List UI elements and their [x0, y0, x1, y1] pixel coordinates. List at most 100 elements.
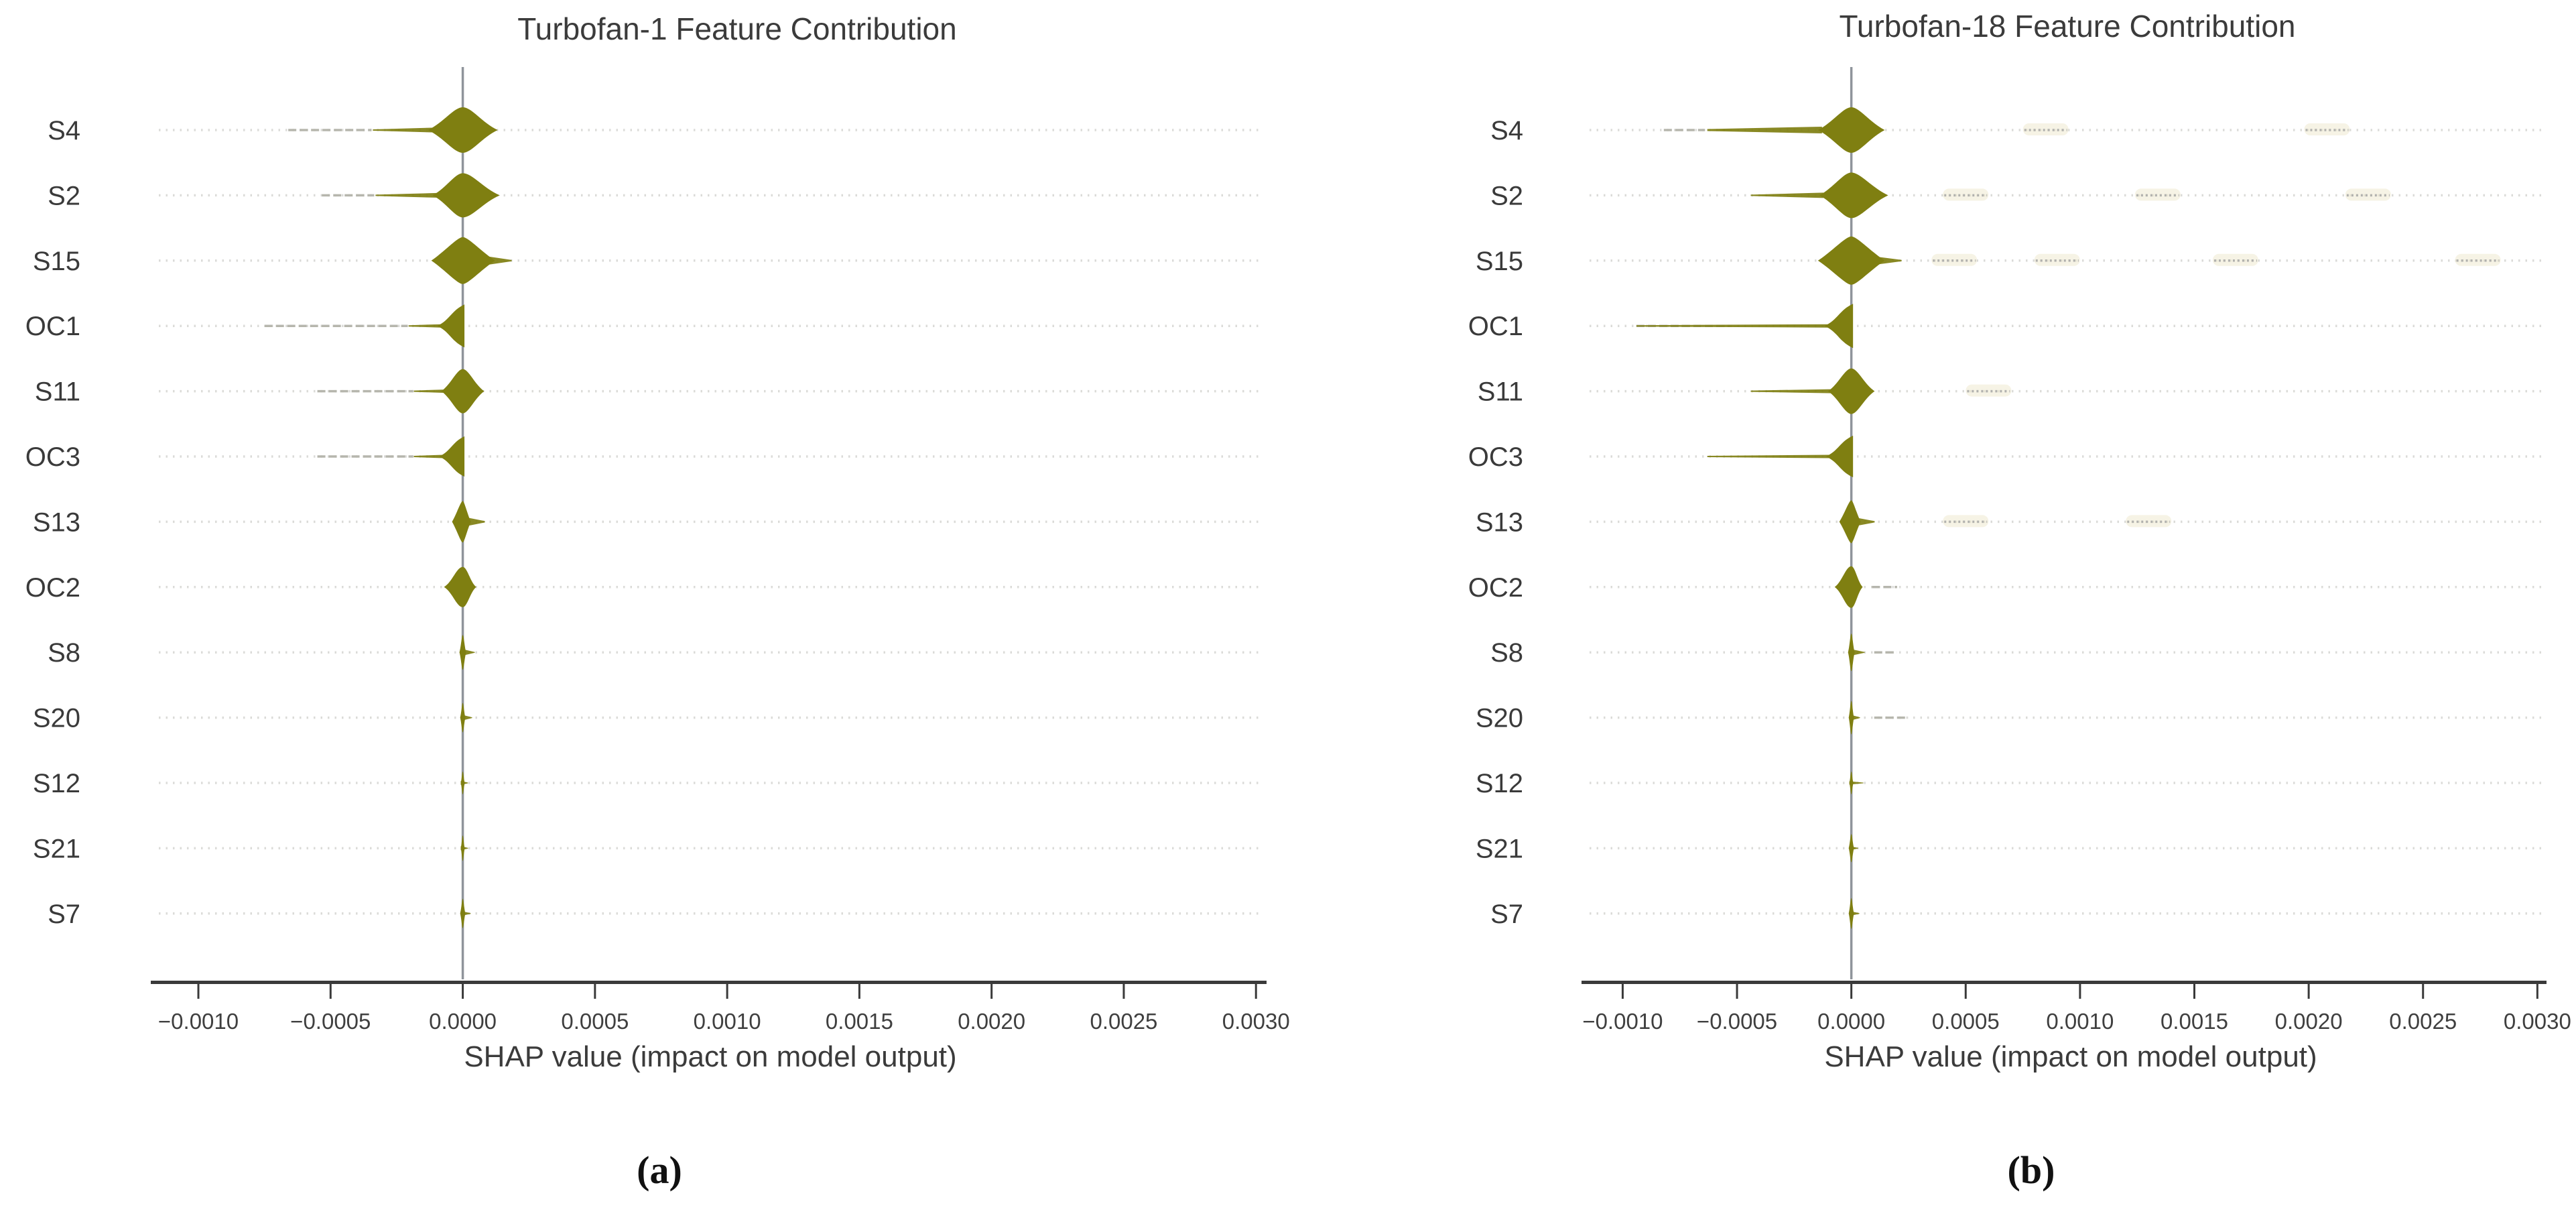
y-tick-label-OC3: OC3 [25, 442, 80, 472]
chart-b-row-OC1: OC1 [1468, 304, 2541, 349]
violin-body-S8 [459, 635, 466, 670]
violin-left-tail [408, 324, 442, 328]
violin-body-S15 [1817, 236, 1885, 285]
violin-body-S12 [1849, 772, 1854, 794]
chart-a-row-OC2: OC2 [25, 566, 1261, 607]
violin-body-S7 [1848, 898, 1854, 929]
violin-body-S11 [1827, 368, 1875, 414]
violin-left-tail [1750, 192, 1823, 198]
y-tick-label-S21: S21 [33, 834, 80, 863]
x-tick-label: 0.0030 [2504, 1009, 2571, 1034]
scatter-cluster-halo [1943, 188, 1989, 201]
y-tick-label-S2: S2 [1490, 181, 1523, 210]
scatter-cluster-halo [1966, 384, 2012, 397]
chart-a-x-axis-label: SHAP value (impact on model output) [464, 1040, 957, 1073]
violin-body-S15 [431, 237, 495, 284]
violin-body-S8 [1848, 633, 1855, 672]
x-tick-label: 0.0020 [958, 1009, 1025, 1034]
y-tick-label-OC1: OC1 [25, 312, 80, 341]
chart-a-row-S4: S4 [48, 107, 1261, 153]
chart-a-row-S13: S13 [33, 501, 1261, 543]
violin-body-OC3 [439, 436, 465, 477]
x-tick-label: 0.0015 [826, 1009, 893, 1034]
violin-left-tail [413, 389, 446, 393]
y-tick-label-S20: S20 [33, 704, 80, 733]
y-tick-label-S4: S4 [1490, 116, 1523, 145]
scatter-cluster-halo [2034, 253, 2080, 266]
chart-a-row-S21: S21 [33, 834, 1261, 863]
scatter-cluster-halo [2455, 253, 2501, 266]
violin-left-tail [1707, 127, 1822, 133]
y-tick-label-S7: S7 [1490, 900, 1523, 929]
x-tick-label: 0.0005 [1932, 1009, 2000, 1034]
violin-body-S20 [460, 702, 466, 733]
violin-body-OC2 [444, 566, 476, 607]
violin-body-S13 [452, 501, 471, 543]
violin-body-S4 [428, 107, 498, 153]
y-tick-label-OC2: OC2 [25, 573, 80, 603]
chart-b-row-S15: S15 [1476, 236, 2541, 285]
violin-body-S2 [432, 173, 500, 218]
x-tick-label: −0.0010 [158, 1009, 239, 1034]
violin-body-OC3 [1825, 436, 1854, 477]
scatter-cluster-halo [2126, 515, 2172, 528]
chart-b-row-OC2: OC2 [1468, 566, 2541, 608]
chart-b-row-S21: S21 [1476, 834, 2541, 863]
chart-a-row-OC3: OC3 [25, 436, 1261, 477]
x-tick-label: 0.0025 [1090, 1009, 1157, 1034]
violin-body-S13 [1839, 500, 1861, 544]
violin-body-S7 [460, 898, 466, 928]
y-tick-label-S4: S4 [48, 116, 80, 145]
chart-a-row-S12: S12 [33, 769, 1261, 798]
violin-body-S21 [1848, 834, 1854, 863]
chart-b-x-axis-line [1582, 981, 2547, 984]
chart-b-row-S7: S7 [1490, 898, 2541, 929]
y-tick-label-S12: S12 [33, 769, 80, 798]
violin-body-S20 [1848, 700, 1854, 735]
violin-left-tail [1750, 389, 1832, 393]
y-tick-label-OC1: OC1 [1468, 312, 1523, 341]
y-tick-label-S7: S7 [48, 900, 80, 929]
violin-left-tail [1636, 324, 1829, 328]
y-tick-label-S8: S8 [1490, 638, 1523, 668]
y-tick-label-S21: S21 [1476, 834, 1523, 863]
scatter-cluster-halo [2212, 253, 2258, 266]
chart-b-row-S13: S13 [1476, 500, 2541, 544]
scatter-cluster-halo [1931, 253, 1978, 266]
x-tick-label: −0.0005 [1697, 1009, 1777, 1034]
x-tick-label: 0.0025 [2389, 1009, 2457, 1034]
violin-left-tail [373, 127, 432, 133]
chart-b-x-axis-label: SHAP value (impact on model output) [1824, 1040, 2317, 1073]
violin-body-OC1 [437, 304, 465, 348]
scatter-cluster-halo [2022, 123, 2069, 135]
chart-a-row-S7: S7 [48, 898, 1261, 929]
chart-b-row-S20: S20 [1476, 700, 2541, 735]
chart-b-row-S12: S12 [1476, 769, 2541, 798]
x-tick-label: 0.0000 [429, 1009, 497, 1034]
chart-a-row-OC1: OC1 [25, 304, 1261, 348]
chart-b-row-S2: S2 [1490, 172, 2541, 219]
chart-a-caption: (a) [637, 1148, 682, 1192]
x-tick-label: 0.0020 [2275, 1009, 2343, 1034]
y-tick-label-S11: S11 [35, 377, 80, 407]
y-tick-label-S15: S15 [1476, 247, 1523, 276]
scatter-cluster-halo [1943, 515, 1989, 528]
violin-body-S21 [460, 835, 465, 861]
x-tick-label: 0.0005 [561, 1009, 629, 1034]
chart-a-title: Turbofan-1 Feature Contribution [517, 11, 957, 46]
scatter-cluster-halo [2345, 188, 2391, 201]
x-tick-label: 0.0010 [694, 1009, 761, 1034]
y-tick-label-S8: S8 [48, 638, 80, 668]
violin-body-OC1 [1824, 304, 1854, 349]
scatter-cluster-halo [2304, 123, 2350, 135]
x-tick-label: −0.0005 [290, 1009, 371, 1034]
violin-body-S12 [460, 772, 465, 794]
y-tick-label-S11: S11 [1478, 377, 1523, 407]
violin-left-tail [375, 192, 437, 198]
scatter-cluster-halo [2134, 188, 2181, 201]
chart-b-title: Turbofan-18 Feature Contribution [1839, 9, 2296, 44]
x-tick-label: −0.0010 [1582, 1009, 1663, 1034]
chart-a-x-axis-line [151, 981, 1267, 984]
